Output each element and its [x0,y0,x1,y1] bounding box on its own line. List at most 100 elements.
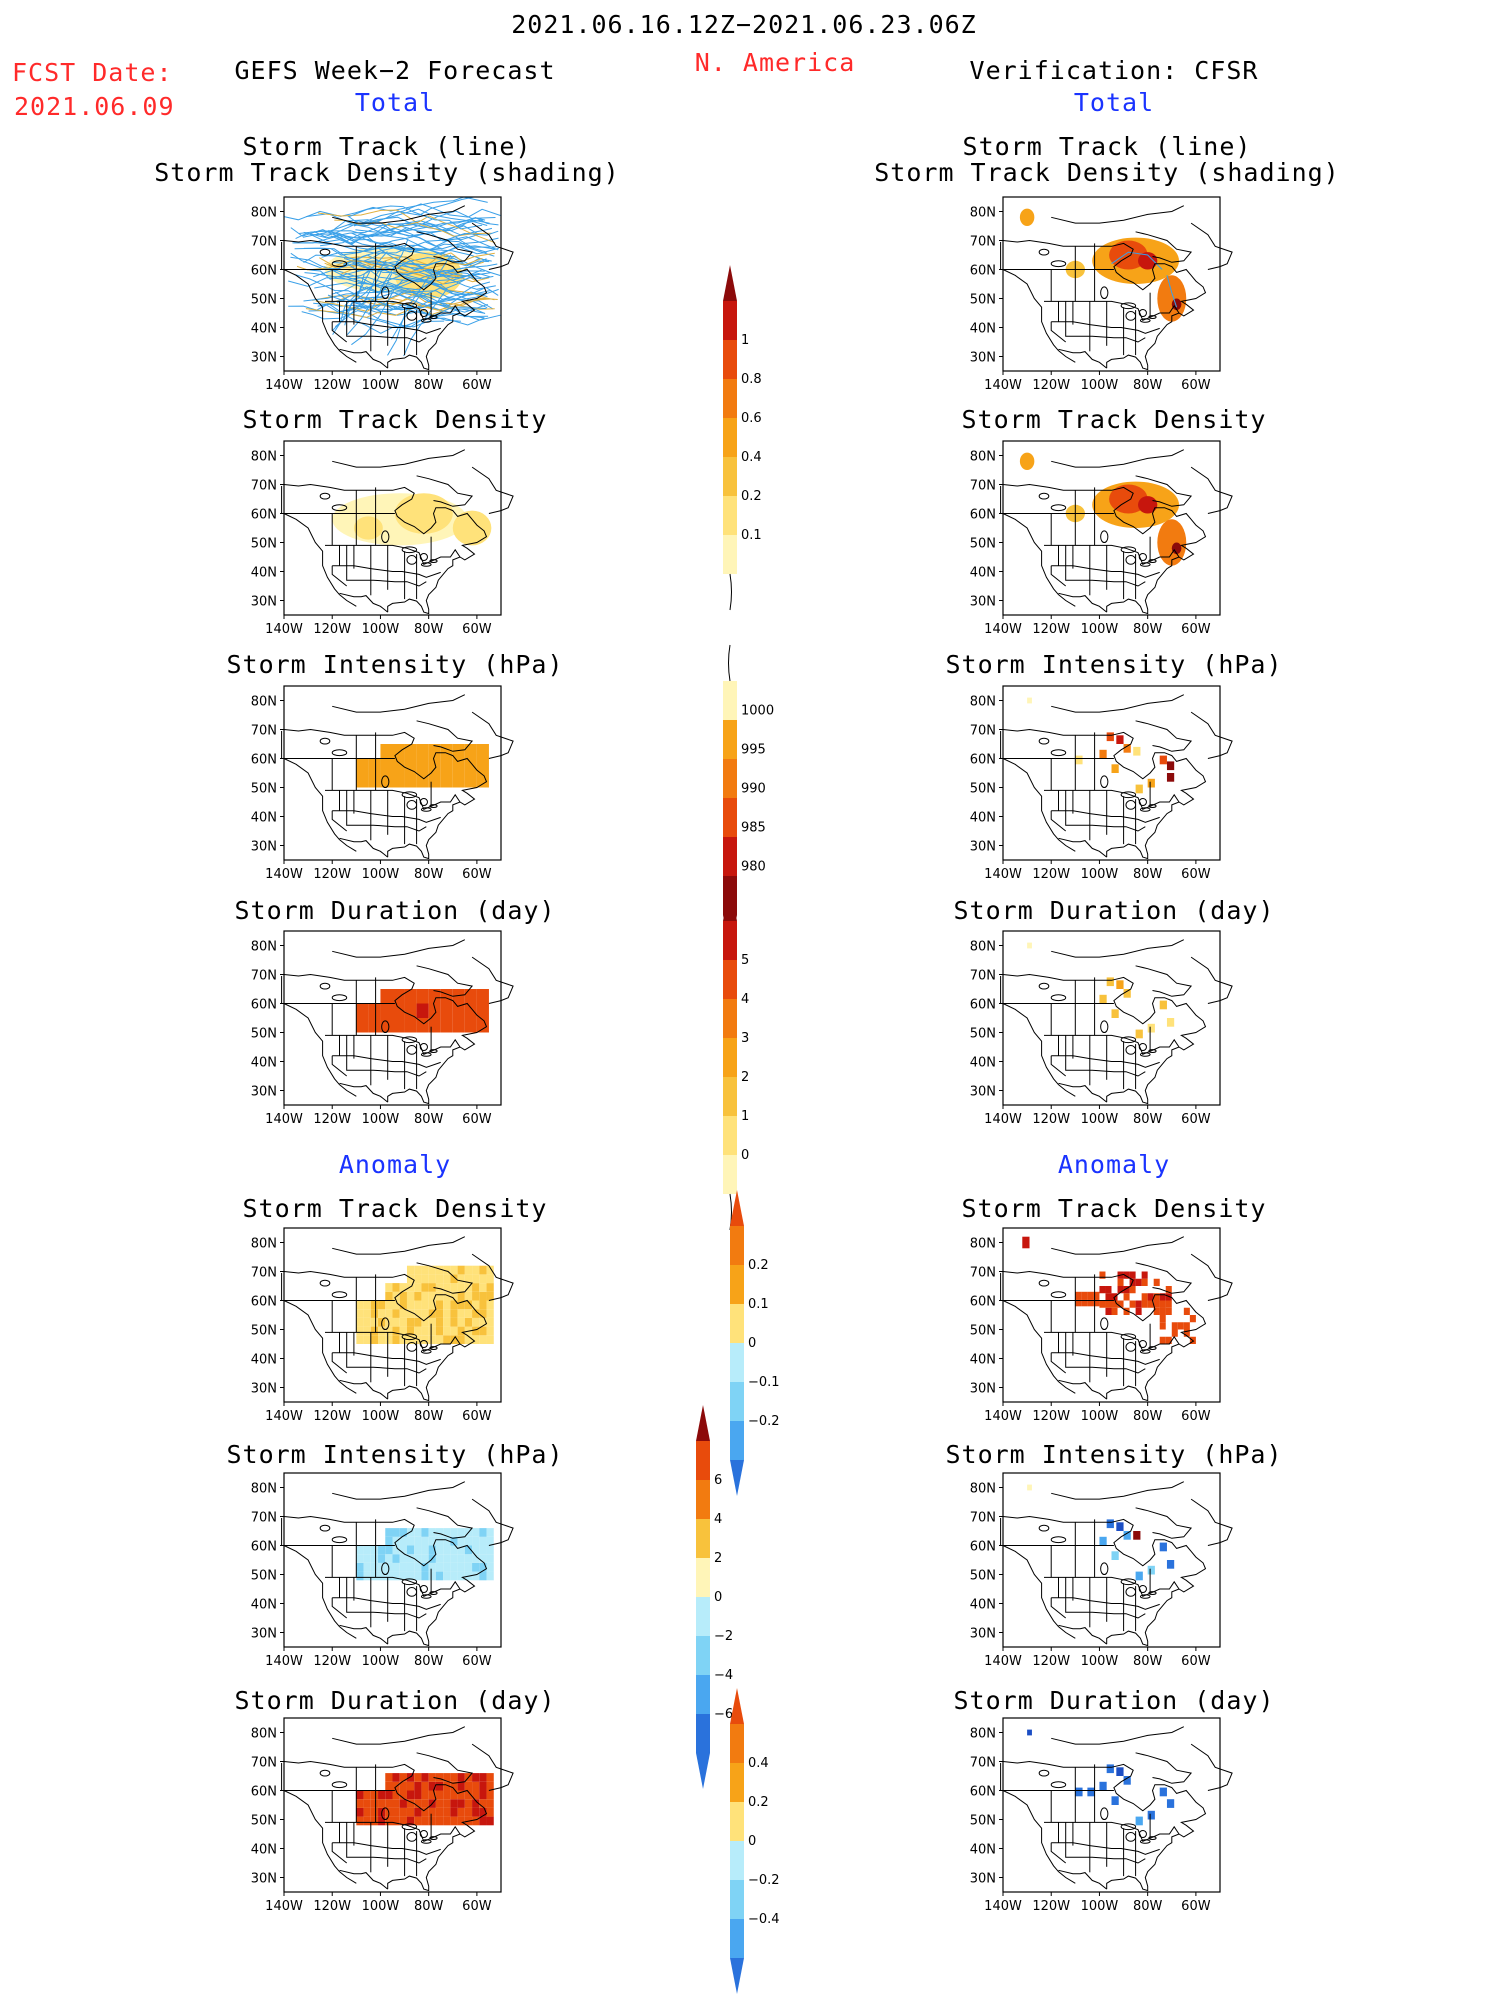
data-cell [1116,1767,1124,1776]
panel-title-intensity-left: Storm Intensity (hPa) [226,650,564,679]
density-blob [1157,519,1187,566]
data-cell [450,1309,458,1318]
data-cell [1075,1291,1082,1300]
data-cell [421,1536,429,1546]
data-cell [356,1309,364,1318]
data-cell [428,1265,436,1275]
data-cell [414,1562,422,1572]
data-cell [428,1571,436,1581]
basemap [281,939,514,1105]
basemap [1000,205,1233,371]
data-cell [479,1274,487,1284]
data-cell [486,1781,494,1791]
data-cell [428,1300,436,1310]
data-cell [486,1562,494,1572]
map-frame [283,685,502,861]
colorbar-segment [730,1724,744,1763]
data-cell [1135,1307,1142,1315]
colorbar-top-arrow [730,1190,744,1226]
lat-tick-label: 80N [970,1482,996,1497]
lon-tick-label: 100W [362,1409,400,1424]
data-cell [486,1571,494,1581]
data-cell [428,1528,436,1537]
map-frame [1002,1227,1221,1403]
lon-tick-label: 80W [414,378,444,393]
data-cell [464,1536,473,1546]
data-cell [1099,749,1107,759]
data-cell [370,1309,379,1318]
data-cell [479,1283,487,1292]
data-cell [421,1309,429,1318]
data-cell [1189,1315,1196,1323]
data-cell [1123,989,1131,998]
data-cell [406,1816,415,1826]
data-cell [378,1571,386,1581]
lat-tick-label: 30N [970,351,996,366]
data-cell [385,1283,393,1292]
lat-tick-label: 70N [251,1511,277,1526]
colorbar-segment [723,418,737,457]
data-cell [428,1335,436,1344]
data-cell [457,1571,465,1581]
data-cell [414,1536,422,1546]
data-cell [1159,1300,1166,1308]
data-cell [1171,1322,1178,1330]
data-cell [450,1790,458,1800]
data-cell [450,1562,458,1572]
data-cell [472,1300,480,1310]
data-cell [1171,1329,1178,1337]
lat-tick-label: 40N [251,1598,277,1613]
data-cell [399,1807,407,1817]
data-cell [457,1536,465,1546]
data-cell [464,1018,477,1033]
data-cell [1075,1299,1082,1307]
colorbar-segment [723,379,737,418]
colorbar-duration-total: 5 4 3 2 1 0 [723,885,803,1234]
lat-tick-label: 30N [970,1872,996,1887]
colorbar-segment [696,1558,710,1597]
data-cell [457,1291,465,1301]
data-cell [443,1816,451,1826]
lon-tick-label: 60W [1181,622,1211,637]
data-cell [457,1545,465,1555]
colorbar-tick-label: 2 [741,1070,749,1085]
data-cell [385,1291,393,1301]
data-cell [370,1300,379,1310]
colorbar-tick-label: 0.1 [741,528,762,543]
colorbar-segment [723,837,737,876]
lat-tick-label: 60N [970,264,996,279]
lat-tick-label: 50N [970,1027,996,1042]
data-cell [363,1335,371,1344]
data-cell [404,744,417,759]
lon-tick-label: 140W [265,1654,303,1669]
data-cell [443,1536,451,1546]
data-cell [472,1816,480,1826]
data-cell [464,1309,473,1318]
fcst-date-label: FCST Date: [12,58,173,87]
basemap [281,449,514,615]
basemap [281,1481,514,1647]
data-cell [1116,735,1124,744]
lat-tick-label: 30N [970,840,996,855]
lat-tick-label: 60N [970,1785,996,1800]
data-cell [1147,1023,1155,1033]
data-cell [1116,980,1124,989]
data-cell [450,1326,458,1336]
colorbar-segment [730,1226,744,1265]
map-frame [283,1472,502,1648]
data-cell [1106,977,1114,987]
colorbar-tick-label: 4 [741,992,749,1007]
data-cell [435,1317,444,1327]
data-cell [399,1545,407,1555]
data-cell [450,1528,458,1537]
colorbar-tick-label: 990 [741,782,766,797]
lon-tick-label: 100W [362,1654,400,1669]
lat-tick-label: 80N [251,206,277,221]
data-cell [414,1781,422,1791]
data-cell [435,1816,444,1826]
lon-tick-label: 80W [1133,1409,1163,1424]
data-cell [421,1326,429,1336]
colorbar-segment [730,1421,744,1460]
colorbar-segment [730,1304,744,1343]
right-anomaly-label: Anomaly [1057,1150,1171,1179]
